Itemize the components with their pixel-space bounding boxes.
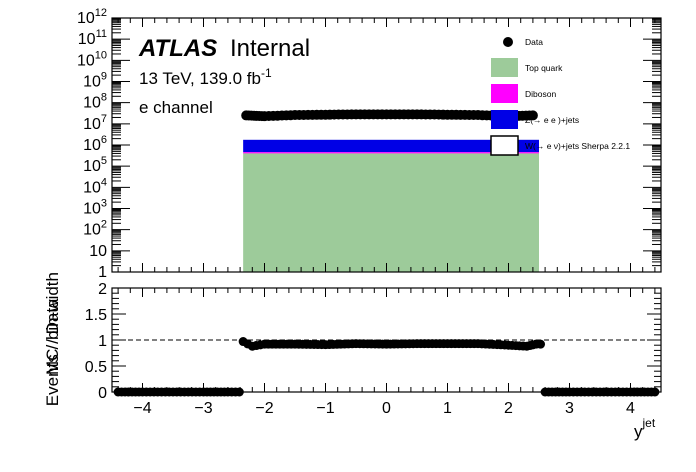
x-tick-label: 2 xyxy=(504,400,513,417)
x-tick-label: 4 xyxy=(626,400,635,417)
legend-data-marker xyxy=(503,37,513,47)
main-x-ticks xyxy=(117,18,656,272)
legend: Data Top quark Diboson Z(→ e e )+jets W(… xyxy=(490,37,630,156)
y-tick-label: 109 xyxy=(83,71,107,91)
x-axis-title: yjet xyxy=(634,416,656,441)
ratio-y-tick-label: 2 xyxy=(98,281,107,298)
x-tick-label: 3 xyxy=(565,400,574,417)
legend-swatch-diboson xyxy=(491,84,518,103)
ratio-y-axis-title: MC / Data xyxy=(43,298,62,375)
legend-label-zjets: Z(→ e e )+jets xyxy=(525,115,579,125)
y-tick-label: 107 xyxy=(83,113,107,133)
x-tick-label: −2 xyxy=(255,400,273,417)
y-tick-label: 102 xyxy=(83,219,107,239)
stack-diboson xyxy=(243,152,539,154)
x-tick-label: 1 xyxy=(443,400,452,417)
stack-zjets xyxy=(243,139,539,153)
ratio-y-tick-label: 1 xyxy=(98,333,107,350)
y-tick-label: 104 xyxy=(83,176,107,196)
ratio-y-tick-label: 0 xyxy=(98,385,107,402)
stack-top-quark xyxy=(243,153,539,272)
legend-data-label: Data xyxy=(525,37,543,47)
legend-label-diboson: Diboson xyxy=(525,89,556,99)
y-tick-label: 1011 xyxy=(78,28,107,48)
y-tick-label: 1 xyxy=(98,264,107,281)
ratio-point xyxy=(536,339,546,349)
data-point xyxy=(527,110,538,121)
y-tick-label: 105 xyxy=(83,155,107,175)
y-tick-label: 1012 xyxy=(77,7,107,27)
y-tick-label: 1010 xyxy=(77,49,107,69)
channel-label: e channel xyxy=(139,98,213,117)
y-tick-label: 10 xyxy=(89,243,107,260)
legend-label-top-quark: Top quark xyxy=(525,63,563,73)
x-tick-label: −3 xyxy=(194,400,212,417)
legend-swatch-zjets xyxy=(491,110,518,129)
main-y-axis-title: Events / bin-width xyxy=(43,272,62,406)
legend-swatch-top-quark xyxy=(491,58,518,77)
legend-label-wjets: W(→ e ν)+jets Sherpa 2.2.1 xyxy=(525,141,630,151)
x-tick-label: 0 xyxy=(382,400,391,417)
ratio-y-tick-label: 0.5 xyxy=(85,359,107,376)
ratio-x-tick-labels: −4 −3 −2 −1 0 1 2 3 4 xyxy=(133,400,635,417)
y-tick-label: 108 xyxy=(83,92,107,112)
x-tick-label: −1 xyxy=(316,400,334,417)
x-tick-label: −4 xyxy=(133,400,151,417)
ratio-y-ticks: 0 0.5 1 1.5 2 xyxy=(85,281,661,402)
energy-lumi-label: 13 TeV, 139.0 fb-1 xyxy=(139,66,272,88)
ratio-y-tick-label: 1.5 xyxy=(85,307,107,324)
main-stack xyxy=(243,139,539,272)
ratio-x-ticks xyxy=(117,288,656,392)
legend-swatch-wjets xyxy=(490,135,519,156)
atlas-label: ATLAS xyxy=(138,35,217,62)
atlas-internal-label: Internal xyxy=(230,35,310,62)
y-tick-label: 106 xyxy=(83,134,107,154)
y-tick-label: 103 xyxy=(83,198,107,218)
